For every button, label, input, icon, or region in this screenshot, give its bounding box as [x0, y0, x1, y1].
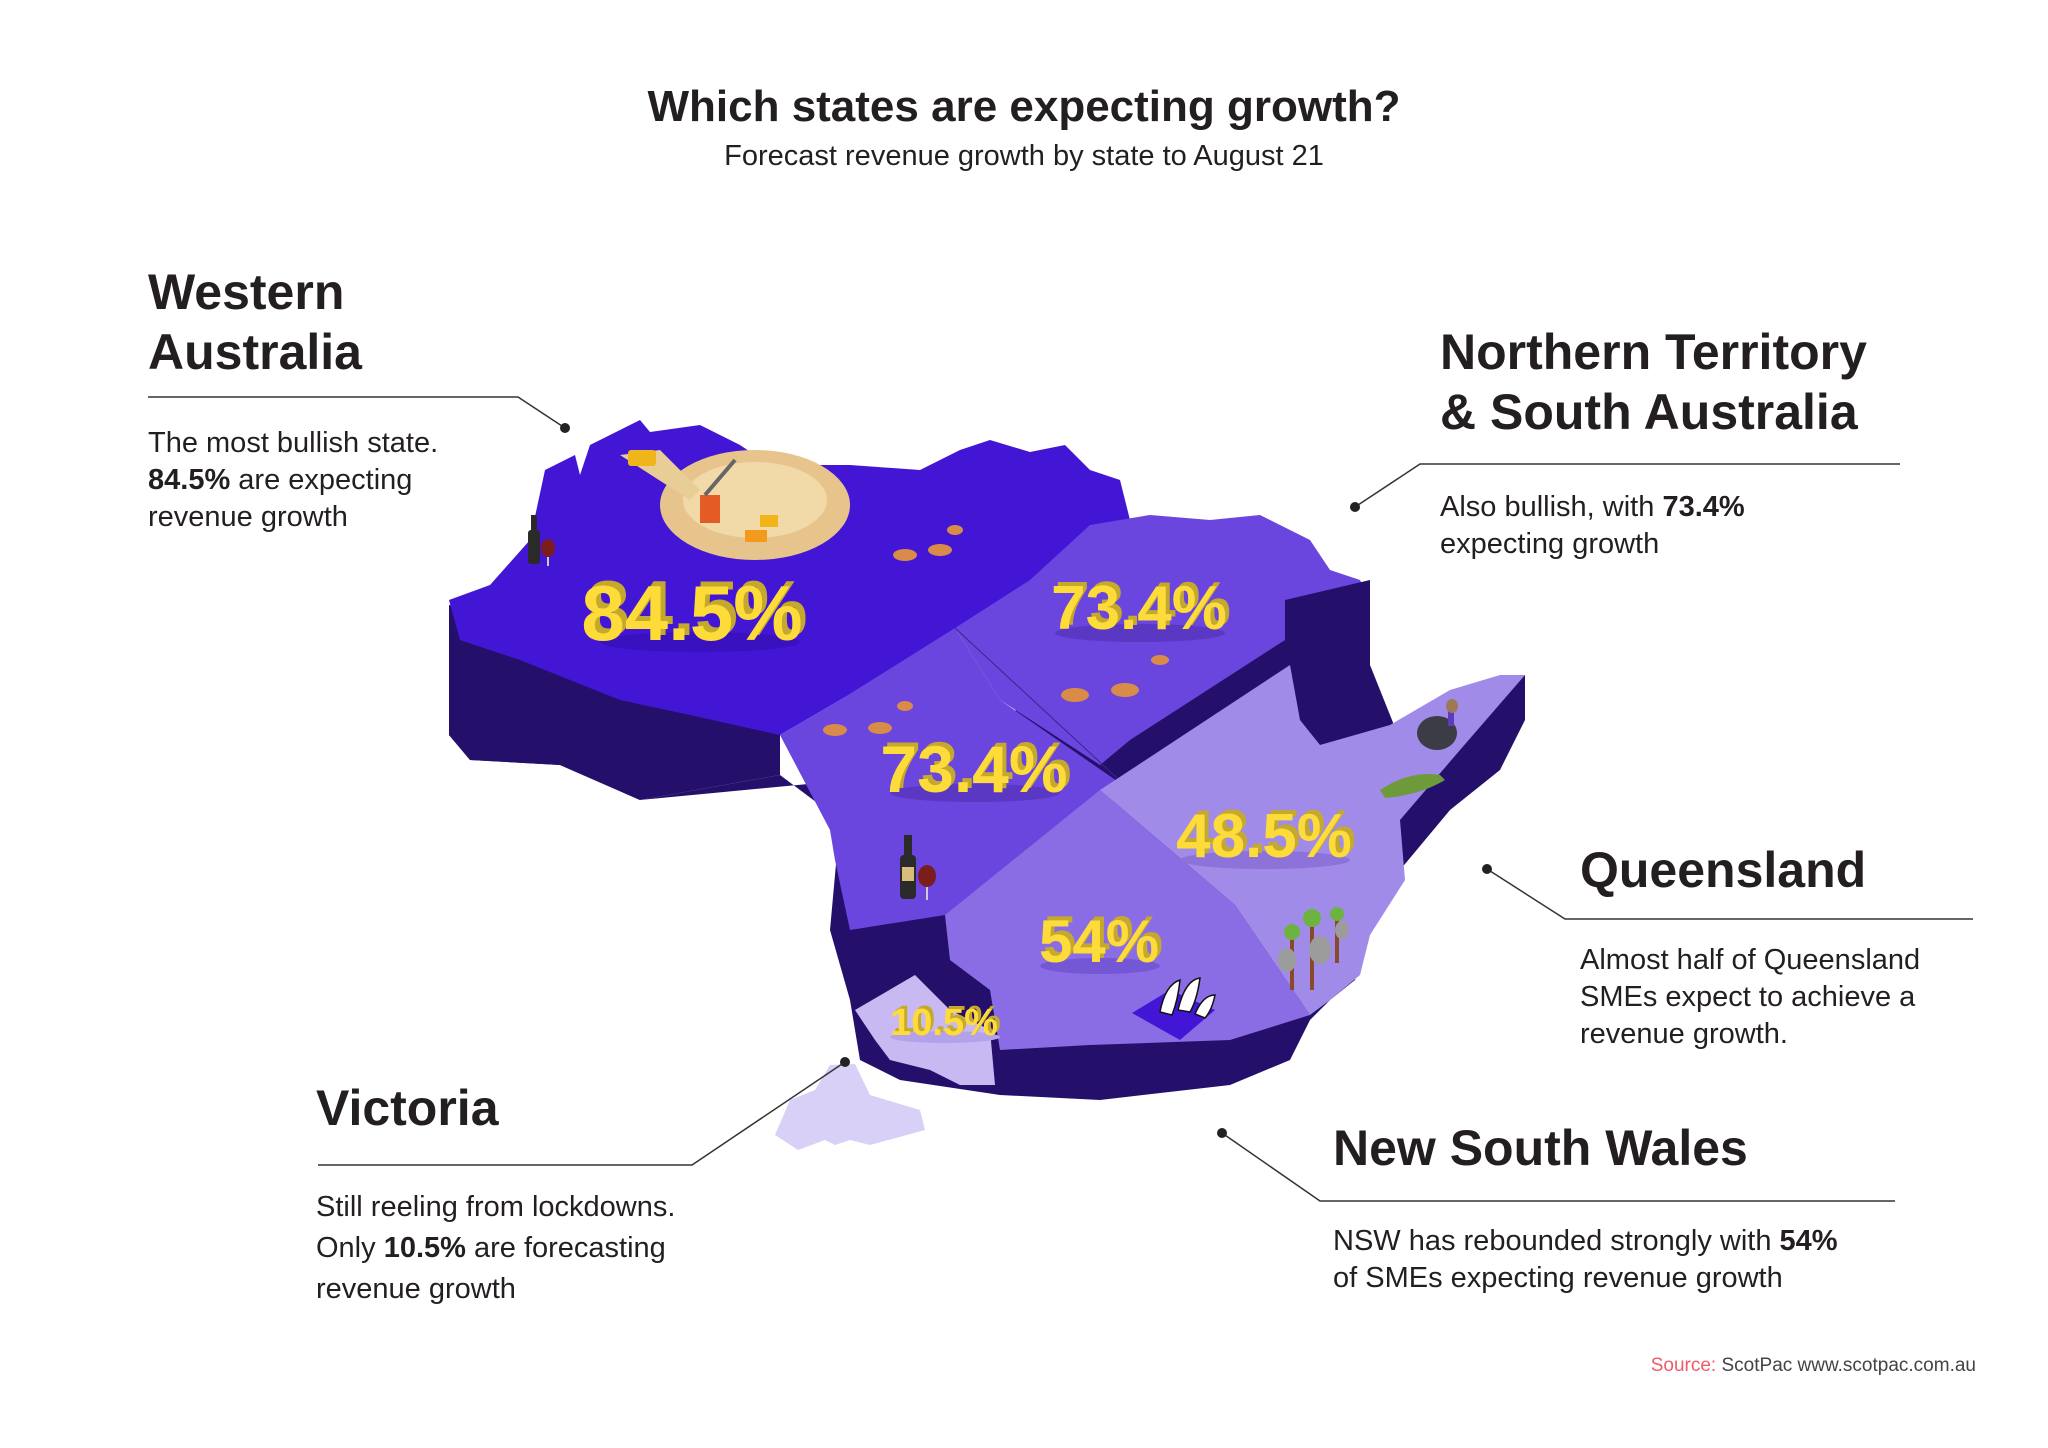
chart-subtitle: Forecast revenue growth by state to Augu… [724, 140, 1324, 172]
vic-region [855, 975, 995, 1085]
qld-label-shadow [1180, 851, 1350, 869]
wa-desc-bold: 84.5% [148, 464, 231, 496]
qld-map-label-shadow: 48.5% [1180, 798, 1356, 867]
wa-description: The most bullish state. 84.5% are expect… [148, 425, 438, 536]
sa-label-shadow [890, 784, 1060, 802]
vic-description: Still reeling from lockdowns. Only 10.5%… [316, 1187, 675, 1310]
wa-map-label: 84.5% [581, 569, 802, 657]
leader-lines [148, 396, 1973, 1202]
qld-description: Almost half of Queensland SMEs expect to… [1580, 942, 1920, 1053]
wa-heading: Western Australia [148, 262, 362, 382]
wine-bottle-icon-sa [900, 835, 936, 900]
qld-desc-line1: Almost half of Queensland [1580, 944, 1921, 976]
nsw-map-label: 54% [1039, 908, 1159, 975]
nsw-label-shadow [1040, 958, 1160, 974]
sa-map-label: 73.4% [880, 732, 1067, 806]
nt-sa-heading-line2: & South Australia [1440, 384, 1858, 440]
nt-label-shadow [1055, 624, 1225, 642]
nsw-desc-bold: 54% [1779, 1225, 1838, 1257]
wine-bottle-icon [528, 515, 555, 566]
wa-desc-line1: The most bullish state. [148, 427, 439, 459]
wa-desc-line3: revenue growth [148, 501, 348, 533]
tasmania-region [775, 1064, 925, 1150]
kangaroo-icons [823, 525, 1169, 736]
nsw-heading: New South Wales [1333, 1120, 1748, 1176]
vic-desc-pre: Only [316, 1232, 384, 1264]
nt-sa-desc-line2: expecting growth [1440, 528, 1660, 560]
sa-region [780, 628, 1130, 930]
wa-label-shadow [600, 632, 800, 652]
sa-map-label-shadow: 73.4% [884, 728, 1071, 802]
source-text: ScotPac www.scotpac.com.au [1716, 1355, 1976, 1376]
nsw-region [945, 790, 1310, 1050]
nt-sa-border [954, 627, 1131, 791]
nt-sa-description: Also bullish, with 73.4% expecting growt… [1440, 489, 1745, 563]
vic-heading: Victoria [316, 1080, 499, 1136]
leader-dots [560, 423, 1492, 1138]
nt-sa-desc-pre: Also bullish, with [1440, 491, 1663, 523]
nsw-desc-pre: NSW has rebounded strongly with [1333, 1225, 1780, 1257]
wa-heading-line1: Western [148, 264, 345, 320]
source-label: Source: [1650, 1355, 1717, 1376]
vic-map-label: 10.5% [890, 1002, 998, 1044]
cassowary-icon [1417, 699, 1458, 750]
qld-heading: Queensland [1580, 842, 1867, 898]
crocodile-icon [1380, 774, 1445, 798]
qld-region [1100, 665, 1525, 1015]
nt-sa-heading-line1: Northern Territory [1440, 324, 1867, 380]
wa-map-label-shadow: 84.5% [586, 564, 807, 652]
vic-desc-bold: 10.5% [383, 1232, 466, 1264]
vic-map-label-shadow: 10.5% [893, 999, 1001, 1041]
vic-desc-line3: revenue growth [316, 1273, 516, 1305]
nt-sa-heading: Northern Territory & South Australia [1440, 322, 1867, 442]
opera-house-icon [1132, 977, 1216, 1040]
nsw-desc-line2: of SMEs expecting revenue growth [1333, 1262, 1783, 1294]
nt-sa-desc-bold: 73.4% [1662, 491, 1745, 523]
wa-region [449, 420, 1130, 735]
nt-map-label-shadow: 73.4% [1055, 570, 1231, 639]
vic-desc-line1: Still reeling from lockdowns. [316, 1191, 676, 1223]
nt-extrusion [1285, 580, 1370, 720]
qld-map-label: 48.5% [1176, 802, 1352, 871]
wa-desc-rest: are expecting [230, 464, 413, 496]
wa-heading-line2: Australia [148, 324, 362, 380]
vic-desc-rest: are forecasting [465, 1232, 666, 1264]
qld-desc-line3: revenue growth. [1580, 1018, 1788, 1050]
koala-icons [1278, 907, 1349, 990]
nt-map-label: 73.4% [1051, 574, 1227, 643]
nsw-description: NSW has rebounded strongly with 54% of S… [1333, 1223, 1838, 1297]
nsw-map-label-shadow: 54% [1043, 904, 1163, 971]
chart-title: Which states are expecting growth? [647, 82, 1401, 131]
vic-label-shadow [890, 1031, 1000, 1043]
qld-desc-line2: SMEs expect to achieve a [1580, 981, 1916, 1013]
mine-pit-icon [620, 450, 850, 560]
source-footer: Source: ScotPac www.scotpac.com.au [1651, 1355, 1976, 1377]
